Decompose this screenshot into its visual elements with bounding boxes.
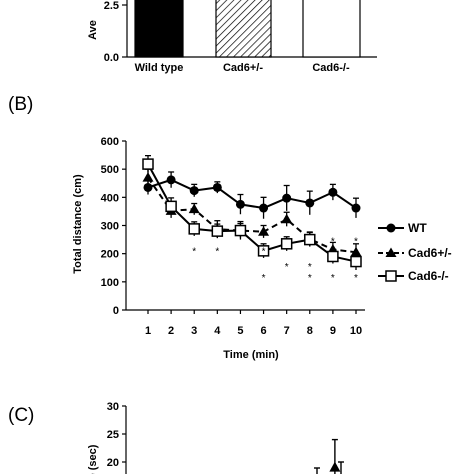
significance-marker: *: [308, 273, 312, 284]
panel-label-b: (B): [8, 94, 33, 115]
significance-marker: *: [285, 262, 289, 273]
x-tick-label: 7: [284, 325, 290, 337]
data-point-wt: [282, 193, 292, 203]
significance-marker: *: [262, 273, 266, 284]
data-point-wt: [235, 199, 245, 209]
panel-c-y-axis-label: e (sec): [87, 444, 99, 474]
significance-marker: *: [331, 237, 335, 248]
data-point-wt: [351, 203, 361, 213]
category-label-cad6-ko: Cad6-/-: [312, 62, 350, 74]
legend-marker-cad6-ko: [385, 270, 397, 282]
y-tick-label: 25: [107, 429, 119, 441]
significance-marker: *: [192, 246, 196, 257]
data-point-cad6-het: [142, 172, 154, 182]
significance-marker: *: [308, 262, 312, 273]
panel-b-y-axis-label: Total distance (cm): [72, 174, 84, 274]
panel-a-y-tick-label: 0.0: [104, 52, 119, 64]
y-tick-label: 200: [101, 249, 119, 261]
data-point-cad6-ko: [211, 225, 224, 237]
x-tick-label: 1: [145, 325, 151, 337]
data-point-wt: [212, 182, 222, 192]
y-tick-label: 0: [113, 305, 119, 317]
data-point-cad6-ko: [142, 158, 154, 170]
panel-b-line-chart: Total distance (cm) Time (min) 0 100 200 30…: [72, 136, 452, 361]
data-point-wt: [189, 186, 199, 196]
significance-marker: *: [354, 273, 358, 284]
x-tick-label: 6: [260, 325, 266, 337]
panel-c-line-chart: e (sec) 30 25 20: [87, 401, 344, 474]
x-tick-label: 10: [350, 325, 362, 337]
x-tick-label: 2: [168, 325, 174, 337]
significance-marker: *: [262, 246, 266, 257]
x-tick-label: 9: [330, 325, 336, 337]
panel-label-c: (C): [8, 405, 34, 426]
legend-item-wt: WT: [378, 221, 427, 235]
y-tick-label: 400: [101, 192, 119, 204]
legend-marker-wt: [386, 223, 396, 233]
bar-wild-type: [134, 0, 184, 58]
series-line-wt: [147, 178, 357, 210]
y-tick-label: 100: [101, 277, 119, 289]
x-tick-label: 3: [191, 325, 197, 337]
legend-item-cad6-het: Cad6+/-: [378, 246, 452, 260]
data-point-cad6-het: [188, 203, 200, 214]
legend: WT Cad6+/- Cad6-/-: [378, 221, 452, 283]
bar-cad6-het: [215, 0, 272, 58]
panel-b-x-axis-label: Time (min): [223, 349, 279, 361]
category-label-wild-type: Wild type: [135, 62, 184, 74]
y-tick-label: 600: [101, 136, 119, 148]
category-label-cad6-het: Cad6+/-: [223, 62, 263, 74]
data-point-wt: [166, 175, 176, 185]
data-point-wt: [143, 182, 153, 192]
legend-label-cad6-het: Cad6+/-: [408, 246, 452, 260]
data-point-cad6-het: [281, 213, 293, 224]
panel-a-y-tick-label: 2.5: [104, 0, 119, 12]
legend-label-wt: WT: [408, 221, 427, 235]
data-point-cad6-het: [258, 226, 270, 236]
panel-a-y-axis-label: Ave: [87, 20, 99, 40]
y-tick-label: 30: [107, 401, 119, 413]
data-point-cad6-ko: [327, 250, 339, 263]
data-point-wt: [305, 198, 315, 208]
legend-item-cad6-ko: Cad6-/-: [378, 269, 449, 283]
y-tick-label: 500: [101, 164, 119, 176]
series-line-cad6-ko: [147, 163, 357, 263]
x-tick-label: 4: [214, 325, 221, 337]
legend-marker-cad6-het: [385, 247, 397, 257]
significance-marker: *: [354, 237, 358, 248]
data-point-cad6-het: [350, 246, 362, 257]
legend-label-cad6-ko: Cad6-/-: [408, 269, 449, 283]
y-tick-label: 20: [107, 457, 119, 469]
data-point-cad6-ko: [304, 233, 316, 246]
data-point: [329, 461, 341, 472]
data-point-wt: [259, 203, 269, 213]
significance-marker: *: [331, 273, 335, 284]
data-point-cad6-ko: [188, 223, 200, 235]
panel-a-bar-chart: 2.5 0.0 Ave Wild type Cad6+/- Cad6-/-: [87, 0, 377, 74]
x-tick-label: 5: [237, 325, 243, 337]
data-point-cad6-ko: [280, 238, 293, 250]
data-point-cad6-ko: [350, 255, 362, 268]
series-line-cad6-het: [147, 177, 357, 254]
significance-marker: *: [215, 246, 219, 257]
bar-cad6-ko: [302, 0, 361, 58]
x-tick-label: 8: [307, 325, 313, 337]
data-point-cad6-ko: [234, 224, 247, 237]
data-point-wt: [328, 187, 338, 197]
data-point-cad6-ko: [257, 245, 270, 257]
data-point-cad6-ko: [165, 200, 177, 213]
y-tick-label: 300: [101, 221, 119, 233]
